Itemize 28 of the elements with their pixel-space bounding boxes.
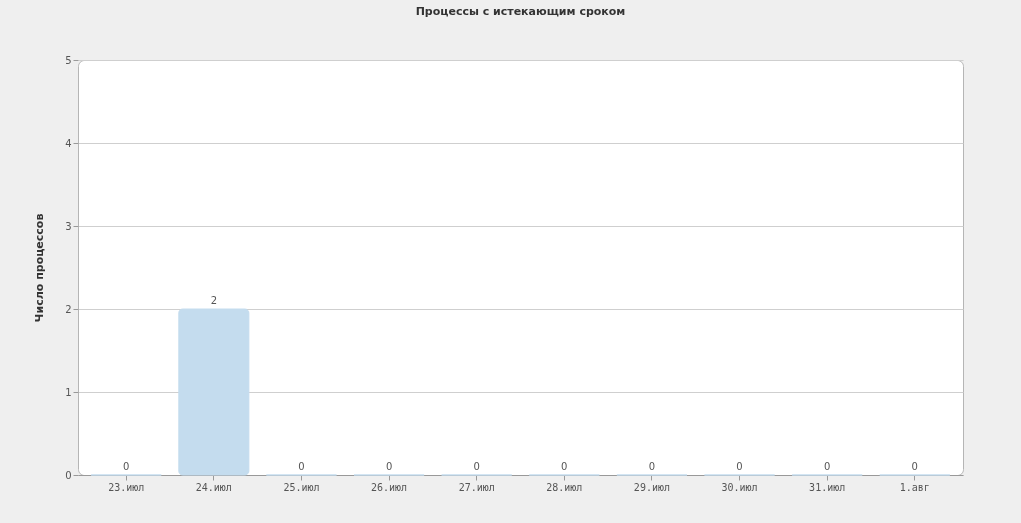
y-tick-label: 2 bbox=[65, 303, 72, 315]
data-label: 0 bbox=[385, 461, 393, 472]
y-axis-title: Число процессов bbox=[33, 213, 47, 323]
data-label: 0 bbox=[123, 461, 130, 472]
x-tick-label: 31.июл bbox=[809, 481, 846, 493]
y-tick-label: 4 bbox=[65, 137, 72, 149]
y-tick-label: 0 bbox=[65, 469, 72, 481]
x-tick-label: 1.авг bbox=[899, 481, 930, 493]
x-tick-label: 26.июл bbox=[371, 481, 408, 493]
x-tick-label: 27.июл bbox=[458, 481, 495, 493]
data-label: 0 bbox=[911, 461, 918, 472]
x-tick-label: 29.июл bbox=[633, 481, 670, 493]
data-label: 0 bbox=[824, 461, 831, 472]
x-tick-label: 23.июл bbox=[108, 481, 145, 493]
data-label: 0 bbox=[473, 461, 480, 472]
data-label: 2 bbox=[210, 295, 217, 306]
data-label: 0 bbox=[736, 461, 743, 472]
data-label: 0 bbox=[298, 461, 305, 472]
x-tick-label: 24.июл bbox=[195, 481, 232, 493]
data-label: 0 bbox=[561, 461, 568, 472]
y-tick-label: 5 bbox=[65, 54, 72, 66]
data-label: 0 bbox=[648, 461, 656, 472]
x-tick-label: 30.июл bbox=[721, 481, 758, 493]
x-tick-label: 25.июл bbox=[283, 481, 320, 493]
y-tick-label: 1 bbox=[65, 386, 72, 398]
chart-title: Процессы с истекающим сроком bbox=[415, 5, 626, 18]
y-tick-label: 3 bbox=[65, 220, 72, 232]
x-tick-label: 28.июл bbox=[546, 481, 583, 493]
